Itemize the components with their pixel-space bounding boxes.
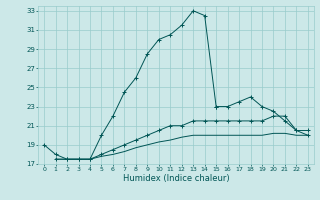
X-axis label: Humidex (Indice chaleur): Humidex (Indice chaleur) xyxy=(123,174,229,183)
